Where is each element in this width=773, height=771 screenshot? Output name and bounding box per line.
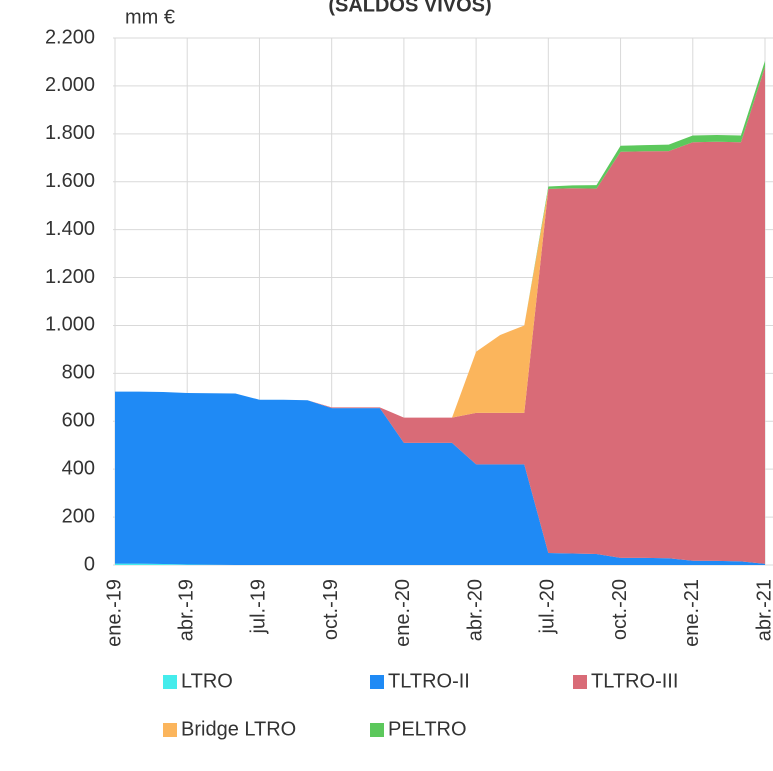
y-tick-label: 1.800 (45, 122, 95, 144)
y-axis-unit: mm € (125, 6, 175, 28)
y-tick-label: 1.600 (45, 170, 95, 192)
y-tick-label: 600 (62, 410, 95, 432)
x-tick-label: oct.-20 (609, 579, 631, 640)
legend-swatch (370, 723, 384, 737)
area (115, 391, 765, 565)
y-tick-label: 1.200 (45, 266, 95, 288)
y-tick-label: 800 (62, 362, 95, 384)
legend-swatch (370, 675, 384, 689)
y-tick-label: 2.200 (45, 26, 95, 48)
x-tick-label: ene.-21 (681, 579, 703, 647)
x-tick-label: ene.-20 (392, 579, 414, 647)
legend-swatch (573, 675, 587, 689)
chart-title: (SALDOS VIVOS) (328, 0, 491, 16)
x-tick-label: abr.-19 (176, 579, 198, 641)
legend-label: TLTRO-II (388, 670, 470, 692)
legend-swatch (163, 723, 177, 737)
legend-label: TLTRO-III (591, 670, 678, 692)
x-tick-label: abr.-20 (464, 579, 486, 641)
x-tick-label: jul.-20 (537, 579, 559, 634)
x-tick-label: ene.-19 (103, 579, 125, 647)
y-tick-label: 1.000 (45, 314, 95, 336)
legend-swatch (163, 675, 177, 689)
area (115, 66, 765, 564)
x-tick-label: jul.-19 (248, 579, 270, 634)
y-tick-label: 1.400 (45, 218, 95, 240)
area (115, 563, 765, 565)
y-tick-label: 2.000 (45, 74, 95, 96)
legend-label: PELTRO (388, 718, 467, 740)
y-tick-label: 400 (62, 457, 95, 479)
y-tick-label: 0 (84, 553, 95, 575)
legend-label: Bridge LTRO (181, 718, 296, 740)
legend-label: LTRO (181, 670, 233, 692)
y-tick-label: 200 (62, 505, 95, 527)
x-tick-label: abr.-21 (753, 579, 773, 641)
x-tick-label: oct.-19 (320, 579, 342, 640)
